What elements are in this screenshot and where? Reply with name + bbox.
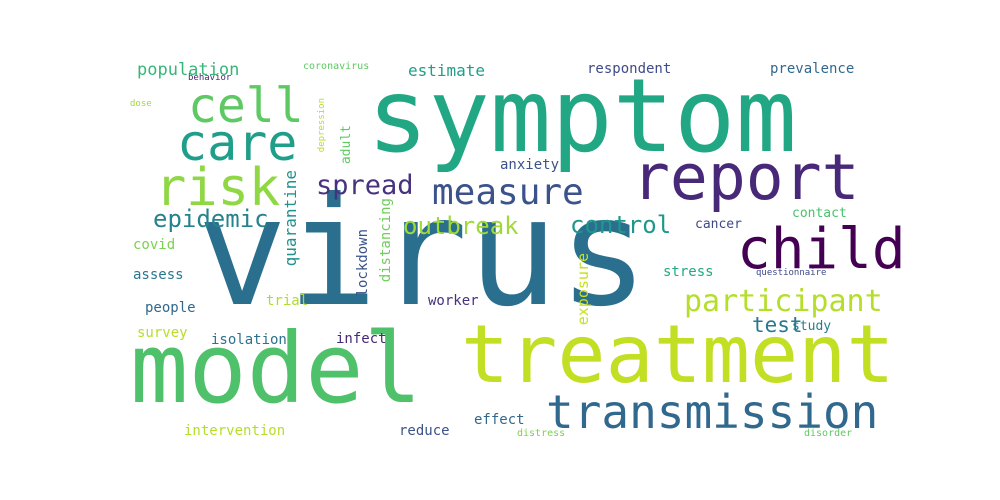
word-adult: adult <box>339 125 354 165</box>
word-questionnaire: questionnaire <box>756 268 827 278</box>
word-behavior: behavior <box>188 73 232 83</box>
word-risk: risk <box>155 158 281 218</box>
word-cell: cell <box>188 78 304 134</box>
word-care: care <box>177 114 298 172</box>
word-covid: covid <box>133 237 176 253</box>
word-report: report <box>632 141 860 214</box>
word-dose: dose <box>130 99 152 109</box>
word-child: child <box>737 217 906 282</box>
word-measure: measure <box>432 172 584 213</box>
word-reduce: reduce <box>399 423 450 439</box>
word-stress: stress <box>663 264 714 280</box>
word-study: study <box>792 319 832 334</box>
word-assess: assess <box>133 267 184 283</box>
word-spread: spread <box>316 170 414 201</box>
word-coronavirus: coronavirus <box>303 61 370 72</box>
word-survey: survey <box>137 325 188 341</box>
word-worker: worker <box>428 293 479 309</box>
word-distress: distress <box>517 428 566 439</box>
word-estimate: estimate <box>408 61 486 80</box>
word-population: population <box>137 60 240 80</box>
word-epidemic: epidemic <box>153 205 269 233</box>
word-respondent: respondent <box>587 61 672 77</box>
word-contact: contact <box>792 206 847 221</box>
word-symptom: symptom <box>367 57 797 176</box>
word-control: control <box>570 211 672 239</box>
word-anxiety: anxiety <box>500 157 560 173</box>
word-outbreak: outbreak <box>403 212 519 240</box>
word-isolation: isolation <box>211 332 287 348</box>
word-transmission: transmission <box>546 385 879 439</box>
word-test: test <box>752 313 803 337</box>
word-model: model <box>130 312 422 425</box>
word-distancing: distancing <box>378 198 394 283</box>
word-lockdown: lockdown <box>355 229 371 297</box>
word-effect: effect <box>474 412 525 428</box>
word-treatment: treatment <box>461 308 895 401</box>
word-cancer: cancer <box>695 217 742 232</box>
word-participant: participant <box>684 284 883 319</box>
word-people: people <box>145 300 196 316</box>
word-prevalence: prevalence <box>770 61 855 77</box>
word-infect: infect <box>336 331 387 347</box>
word-trial: trial <box>266 293 309 309</box>
word-intervention: intervention <box>184 423 286 439</box>
word-disorder: disorder <box>804 428 853 439</box>
word-exposure: exposure <box>574 253 592 326</box>
word-depression: depression <box>317 98 327 153</box>
word-quarantine: quarantine <box>281 170 300 267</box>
word-virus: virus <box>197 166 649 340</box>
